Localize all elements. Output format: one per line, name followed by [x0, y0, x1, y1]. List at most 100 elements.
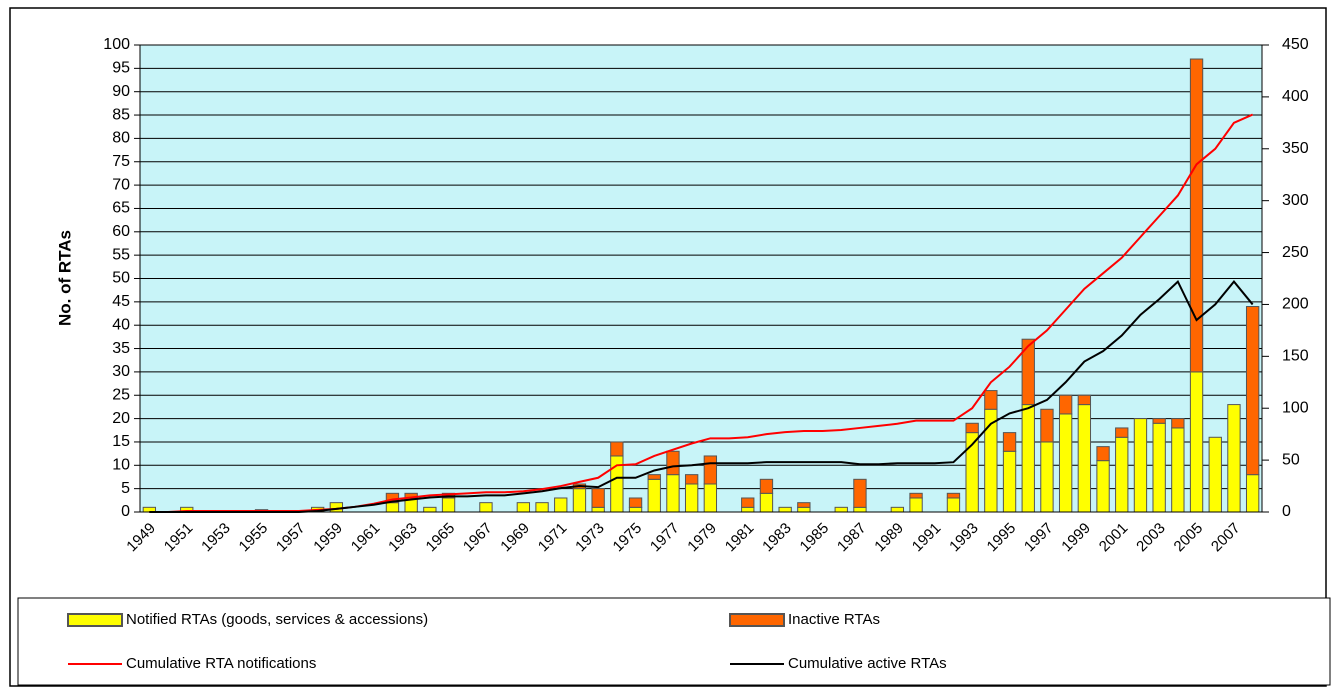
bar: [572, 488, 587, 513]
bar: [1115, 436, 1129, 513]
y2-tick-label: 250: [1282, 244, 1309, 261]
bar: [1171, 427, 1185, 513]
legend-swatch: [67, 613, 123, 627]
y-tick-label: 15: [112, 433, 130, 450]
bar: [684, 474, 699, 485]
y-tick-label: 80: [112, 130, 130, 147]
bar: [666, 474, 680, 513]
bar: [1152, 418, 1166, 424]
y2-tick-label: 100: [1282, 399, 1309, 416]
bar: [778, 506, 792, 513]
bar: [1115, 427, 1129, 438]
bar: [1077, 394, 1092, 406]
bar: [1133, 418, 1148, 513]
bar: [853, 478, 867, 508]
bar: [647, 478, 661, 513]
bar: [1189, 371, 1204, 513]
bar: [946, 497, 961, 513]
bar: [591, 506, 605, 513]
y-tick-label: 95: [112, 60, 130, 77]
bar: [516, 502, 531, 513]
bar: [591, 488, 605, 508]
bar: [628, 497, 643, 508]
bar: [703, 455, 718, 485]
legend-label: Inactive RTAs: [788, 611, 880, 628]
bar: [610, 441, 624, 457]
bar: [1040, 408, 1054, 443]
y-tick-label: 100: [103, 36, 130, 53]
bar: [329, 502, 344, 513]
y-tick-label: 70: [112, 176, 130, 193]
bar: [535, 502, 549, 513]
bar: [1227, 404, 1241, 513]
y-tick-label: 30: [112, 363, 130, 380]
bar: [1077, 404, 1092, 513]
y2-tick-label: 450: [1282, 36, 1309, 53]
bar: [1171, 418, 1185, 429]
y2-tick-label: 50: [1282, 451, 1300, 468]
y-tick-label: 45: [112, 293, 130, 310]
bar: [647, 474, 661, 480]
bar: [797, 502, 811, 508]
bar: [1021, 338, 1035, 406]
bar: [946, 492, 961, 499]
y-tick-label: 40: [112, 316, 130, 333]
legend-label: Cumulative RTA notifications: [126, 655, 316, 672]
bar: [385, 502, 400, 513]
bar: [741, 497, 755, 508]
bar: [441, 497, 456, 513]
bar: [834, 506, 848, 513]
bar: [684, 483, 699, 513]
y2-tick-label: 0: [1282, 503, 1291, 520]
bar: [1152, 422, 1166, 513]
y2-tick-label: 200: [1282, 296, 1309, 313]
y-tick-label: 50: [112, 270, 130, 287]
bar: [984, 390, 998, 410]
bar: [554, 497, 568, 513]
bar: [423, 506, 437, 513]
y2-tick-label: 350: [1282, 140, 1309, 157]
y-tick-label: 85: [112, 106, 130, 123]
y2-tick-label: 150: [1282, 348, 1309, 365]
bar: [1058, 394, 1073, 415]
bar: [890, 506, 905, 513]
y-tick-label: 0: [121, 503, 130, 520]
bar: [965, 422, 979, 434]
y-tick-label: 25: [112, 386, 130, 403]
y-tick-label: 55: [112, 246, 130, 263]
bar: [759, 478, 774, 494]
y-tick-label: 90: [112, 83, 130, 100]
y-tick-label: 10: [112, 457, 130, 474]
y-tick-label: 60: [112, 223, 130, 240]
bar: [1040, 441, 1054, 513]
y-tick-label: 65: [112, 200, 130, 217]
bar: [1208, 436, 1222, 513]
legend: [17, 597, 1331, 686]
bar: [1002, 432, 1017, 452]
legend-label: Notified RTAs (goods, services & accessi…: [126, 611, 428, 628]
bar: [797, 506, 811, 513]
y-tick-label: 35: [112, 340, 130, 357]
bar: [1002, 450, 1017, 513]
bar: [1189, 58, 1204, 373]
bar: [741, 506, 755, 513]
bar: [1096, 460, 1110, 513]
bar: [703, 483, 718, 513]
bar: [1096, 446, 1110, 462]
bar: [1058, 413, 1073, 513]
bar: [479, 502, 493, 513]
y-tick-label: 5: [121, 480, 130, 497]
bar: [909, 497, 923, 513]
bar: [628, 506, 643, 513]
y-axis-label: No. of RTAs: [55, 230, 74, 326]
bar: [853, 506, 867, 513]
bar: [1245, 474, 1260, 513]
bar: [1245, 306, 1260, 476]
bar: [666, 450, 680, 476]
bar: [759, 492, 774, 513]
y2-tick-label: 400: [1282, 88, 1309, 105]
bar: [909, 492, 923, 499]
legend-label: Cumulative active RTAs: [788, 655, 947, 672]
bar: [1021, 404, 1035, 513]
